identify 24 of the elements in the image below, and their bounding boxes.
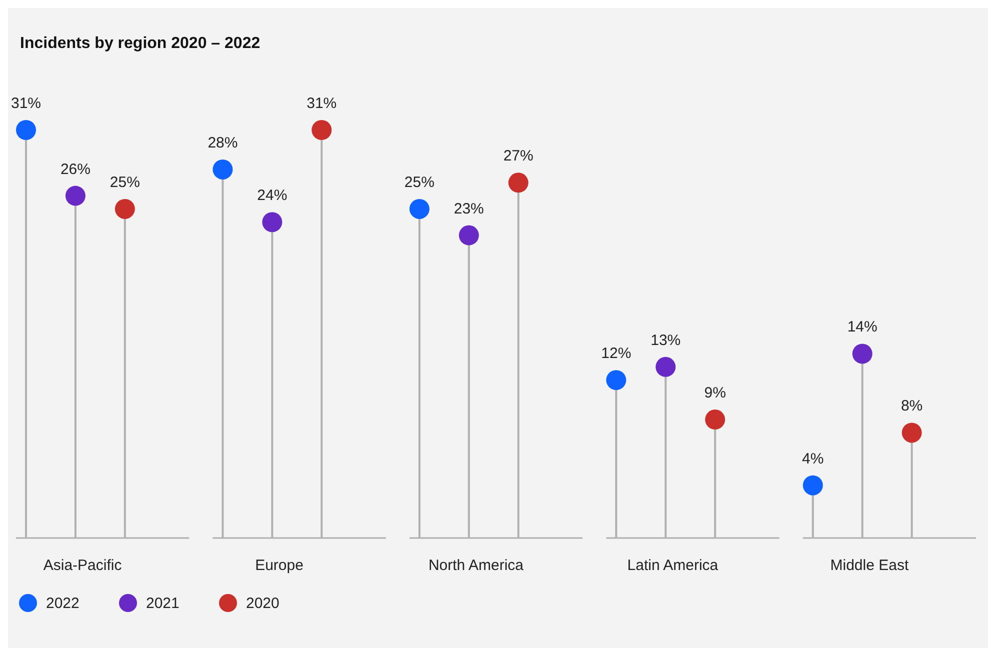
data-label: 31% <box>10 95 42 112</box>
legend-label: 2021 <box>146 595 180 612</box>
data-label: 4% <box>802 450 824 468</box>
data-label: 13% <box>650 332 681 349</box>
data-label: 25% <box>404 174 434 191</box>
data-label: 14% <box>847 318 878 336</box>
data-label: 12% <box>601 345 632 362</box>
x-tick-label: Asia-Pacific <box>43 557 122 574</box>
chart-title: Incidents by region 2020 – 2022 <box>20 35 260 52</box>
x-tick-label: North America <box>428 557 524 574</box>
legend-label: 2022 <box>46 595 80 612</box>
x-tick-label: Latin America <box>627 557 719 574</box>
data-label: 8% <box>900 398 923 415</box>
data-label: 31% <box>306 95 337 112</box>
data-label: 23% <box>454 200 484 218</box>
x-tick-label: Middle East <box>830 557 910 574</box>
data-label: 27% <box>503 148 534 165</box>
x-tick-label: Europe <box>255 557 304 574</box>
data-label: 25% <box>110 174 140 191</box>
data-label: 9% <box>704 384 726 402</box>
data-label: 28% <box>208 134 238 152</box>
data-label: 26% <box>60 160 90 178</box>
data-label: 24% <box>257 187 288 204</box>
legend-label: 2020 <box>246 595 280 612</box>
